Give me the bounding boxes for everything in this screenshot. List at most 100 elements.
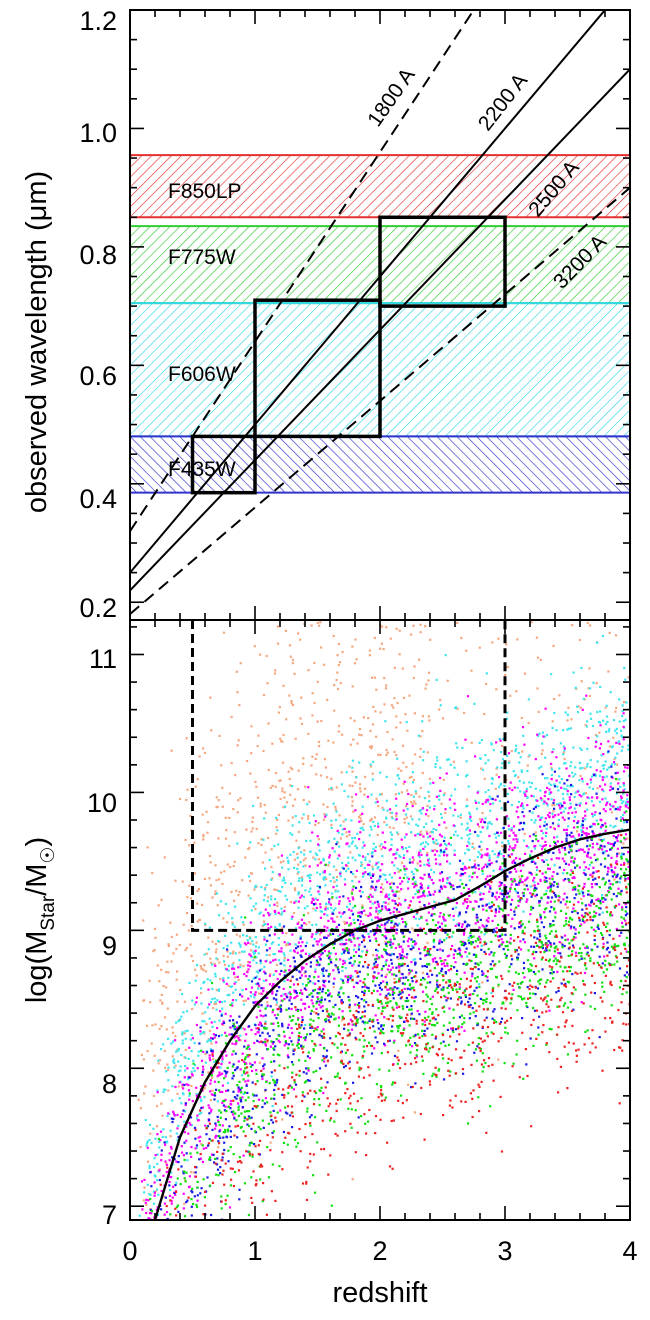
galaxy-point bbox=[296, 788, 300, 791]
galaxy-point bbox=[363, 992, 366, 995]
galaxy-point bbox=[453, 849, 456, 852]
galaxy-point bbox=[513, 867, 517, 870]
galaxy-point bbox=[527, 722, 530, 725]
galaxy-point bbox=[271, 992, 274, 995]
galaxy-point bbox=[264, 923, 267, 926]
galaxy-point bbox=[434, 901, 437, 904]
galaxy-point bbox=[621, 714, 624, 718]
galaxy-point bbox=[180, 1165, 183, 1168]
galaxy-point bbox=[598, 774, 601, 777]
galaxy-point bbox=[418, 658, 421, 661]
galaxy-point bbox=[576, 821, 579, 825]
galaxy-point bbox=[195, 1166, 198, 1169]
galaxy-point bbox=[347, 795, 350, 798]
galaxy-point bbox=[229, 1130, 232, 1133]
galaxy-point bbox=[220, 1013, 224, 1016]
galaxy-point bbox=[190, 1084, 193, 1088]
galaxy-point bbox=[553, 770, 556, 773]
galaxy-point bbox=[431, 973, 434, 976]
galaxy-point bbox=[572, 835, 575, 838]
galaxy-point bbox=[460, 872, 463, 875]
galaxy-point bbox=[188, 844, 191, 847]
galaxy-point bbox=[283, 954, 286, 957]
galaxy-point bbox=[222, 631, 226, 634]
galaxy-point bbox=[397, 958, 400, 961]
galaxy-point bbox=[287, 1056, 290, 1059]
galaxy-point bbox=[416, 924, 419, 927]
galaxy-point bbox=[536, 937, 539, 940]
galaxy-point bbox=[281, 931, 284, 934]
galaxy-point bbox=[567, 706, 570, 709]
galaxy-point bbox=[343, 878, 346, 881]
galaxy-point bbox=[192, 1059, 195, 1062]
galaxy-point bbox=[228, 1061, 231, 1064]
galaxy-point bbox=[238, 1024, 241, 1028]
galaxy-point bbox=[204, 1052, 207, 1056]
galaxy-point bbox=[214, 1034, 217, 1037]
galaxy-point bbox=[401, 991, 404, 994]
galaxy-point bbox=[363, 945, 366, 948]
galaxy-point bbox=[332, 982, 335, 985]
galaxy-point bbox=[220, 1034, 223, 1037]
galaxy-point bbox=[448, 876, 451, 879]
galaxy-point bbox=[595, 870, 598, 873]
galaxy-point bbox=[530, 782, 534, 785]
galaxy-point bbox=[550, 882, 553, 885]
galaxy-point bbox=[525, 1063, 528, 1066]
galaxy-point bbox=[421, 971, 425, 974]
galaxy-point bbox=[317, 1000, 320, 1003]
galaxy-point bbox=[511, 917, 514, 920]
galaxy-point bbox=[425, 822, 428, 825]
galaxy-point bbox=[264, 1097, 267, 1100]
galaxy-point bbox=[317, 843, 320, 846]
galaxy-point bbox=[434, 762, 437, 766]
galaxy-point bbox=[154, 1154, 157, 1157]
galaxy-point bbox=[249, 1062, 252, 1065]
galaxy-point bbox=[247, 894, 250, 897]
galaxy-point bbox=[499, 739, 502, 742]
galaxy-point bbox=[209, 696, 212, 699]
galaxy-point bbox=[393, 872, 396, 875]
galaxy-point bbox=[183, 1120, 186, 1123]
galaxy-point bbox=[223, 870, 226, 873]
galaxy-point bbox=[502, 855, 505, 858]
galaxy-point bbox=[337, 1016, 340, 1019]
galaxy-point bbox=[177, 1020, 180, 1023]
galaxy-point bbox=[569, 727, 572, 730]
galaxy-point bbox=[488, 902, 491, 905]
galaxy-point bbox=[236, 1026, 239, 1029]
galaxy-point bbox=[395, 916, 398, 919]
galaxy-point bbox=[623, 861, 626, 865]
galaxy-point bbox=[176, 1092, 179, 1095]
galaxy-point bbox=[533, 945, 536, 948]
galaxy-point bbox=[341, 912, 344, 915]
galaxy-point bbox=[222, 947, 225, 950]
galaxy-point bbox=[175, 1021, 178, 1024]
galaxy-point bbox=[541, 859, 544, 862]
galaxy-point bbox=[457, 924, 460, 927]
galaxy-point bbox=[352, 963, 355, 966]
galaxy-point bbox=[493, 832, 496, 836]
galaxy-point bbox=[552, 884, 555, 887]
galaxy-point bbox=[274, 958, 277, 961]
galaxy-point bbox=[465, 760, 468, 763]
galaxy-point bbox=[287, 942, 290, 945]
galaxy-point bbox=[546, 901, 549, 904]
galaxy-point bbox=[607, 750, 610, 753]
galaxy-point bbox=[167, 1112, 170, 1115]
galaxy-point bbox=[423, 894, 426, 898]
galaxy-point bbox=[144, 1201, 147, 1204]
galaxy-point bbox=[191, 1074, 194, 1077]
galaxy-point bbox=[363, 1005, 366, 1008]
galaxy-point bbox=[421, 887, 424, 890]
galaxy-series bbox=[137, 621, 630, 1211]
galaxy-point bbox=[500, 853, 503, 856]
galaxy-point bbox=[407, 887, 410, 890]
galaxy-point bbox=[340, 952, 343, 955]
galaxy-point bbox=[379, 869, 382, 872]
galaxy-point bbox=[405, 766, 408, 769]
galaxy-point bbox=[321, 972, 324, 975]
galaxy-point bbox=[446, 964, 449, 967]
galaxy-point bbox=[371, 772, 374, 775]
galaxy-point bbox=[613, 878, 616, 881]
